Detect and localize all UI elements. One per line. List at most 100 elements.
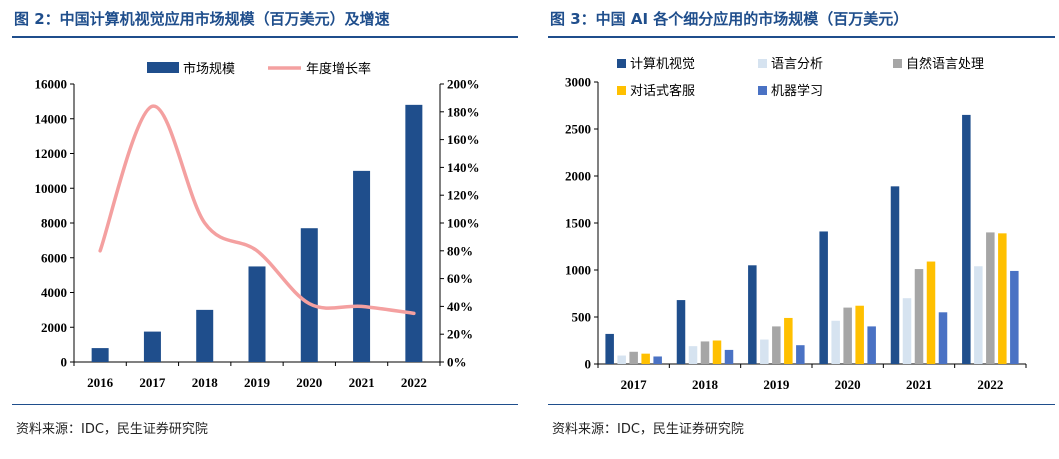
x-tick-label: 2019 xyxy=(763,377,790,392)
y-tick-label-right: 100% xyxy=(447,216,480,231)
x-tick-label: 2022 xyxy=(977,377,1003,392)
y-tick-label-right: 200% xyxy=(447,77,480,92)
bar-conversational-service xyxy=(641,353,650,364)
chart-left: 0 2000 4000 6000 8000 10000 12000 14000 16000 0% 2… xyxy=(35,61,480,390)
footer-rule xyxy=(12,404,518,405)
bar-computer-vision xyxy=(605,333,614,364)
legend-label: 自然语言处理 xyxy=(906,56,984,72)
bar-speech-analysis xyxy=(617,355,626,364)
bar-machine-learning xyxy=(724,349,734,364)
y-tick-label-right: 180% xyxy=(447,104,480,119)
x-tick-label: 2018 xyxy=(692,377,719,392)
bar-nlp xyxy=(772,326,781,364)
y-tick-label-left: 10000 xyxy=(35,181,68,196)
legend-swatch xyxy=(758,59,767,68)
bar-market-size xyxy=(143,331,161,362)
x-tick-label: 2020 xyxy=(835,377,861,392)
legend-label: 计算机视觉 xyxy=(630,57,695,72)
bar-nlp xyxy=(986,232,995,364)
chart-right: 0 500 1000 1500 2000 2500 3000 2017 2018 2019 2020… xyxy=(565,56,1027,392)
x-tick-label: 2018 xyxy=(192,375,219,390)
bar-speech-analysis xyxy=(974,266,983,364)
bar-conversational-service xyxy=(784,317,793,364)
y-tick-label: 1500 xyxy=(565,216,591,231)
bar-machine-learning xyxy=(867,326,876,364)
legend-label: 机器学习 xyxy=(771,83,823,99)
figure-panel-right: 图 3：中国 AI 各个细分应用的市场规模（百万美元） 0 500 1000 1500… xyxy=(536,0,1059,459)
bar-computer-vision xyxy=(890,186,900,364)
y-tick-label-right: 160% xyxy=(447,132,480,147)
source-note: 资料来源：IDC，民生证券研究院 xyxy=(16,422,208,437)
bar-computer-vision xyxy=(819,231,828,364)
bar-market-size xyxy=(248,266,266,362)
y-tick-label: 2500 xyxy=(565,122,591,137)
x-tick-label: 2021 xyxy=(906,377,932,392)
bar-market-size xyxy=(353,170,371,362)
bar-speech-analysis xyxy=(902,298,912,364)
bar-market-size xyxy=(196,309,214,362)
bar-machine-learning xyxy=(1010,270,1019,364)
legend-swatch xyxy=(893,59,902,68)
y-tick-label-right: 120% xyxy=(447,188,480,203)
y-tick-label-right: 140% xyxy=(447,160,480,175)
y-tick-label-right: 20% xyxy=(447,327,473,342)
y-tick-label: 2000 xyxy=(565,169,591,184)
legend-swatch xyxy=(617,59,626,68)
y-tick-label-left: 2000 xyxy=(41,320,67,335)
bar-computer-vision xyxy=(962,114,971,365)
bar-machine-learning xyxy=(938,312,948,364)
y-tick-label-right: 0% xyxy=(447,355,467,370)
bar-nlp xyxy=(700,341,710,364)
y-tick-label: 3000 xyxy=(565,75,591,90)
legend-label: 对话式客服 xyxy=(630,83,695,99)
y-tick-label: 1000 xyxy=(565,263,591,278)
bar-conversational-service xyxy=(926,261,936,364)
bar-speech-analysis xyxy=(831,320,840,364)
y-tick-label-left: 12000 xyxy=(35,146,68,161)
bar-nlp xyxy=(914,269,924,364)
y-tick-label-left: 0 xyxy=(61,355,68,370)
figure-title: 图 2：中国计算机视觉应用市场规模（百万美元）及增速 xyxy=(14,10,390,28)
legend-swatch xyxy=(617,86,626,95)
line-growth-rate xyxy=(98,104,416,316)
x-tick-label: 2017 xyxy=(139,375,166,390)
bar-conversational-service xyxy=(998,233,1007,364)
bar-speech-analysis xyxy=(688,346,698,364)
bar-nlp xyxy=(843,307,852,364)
bar-machine-learning xyxy=(796,345,805,364)
legend-label-market-size: 市场规模 xyxy=(183,61,235,77)
y-tick-label-left: 14000 xyxy=(35,111,68,126)
y-tick-label-left: 16000 xyxy=(35,77,68,92)
source-note: 资料来源：IDC，民生证券研究院 xyxy=(552,422,744,437)
y-tick-label-left: 4000 xyxy=(41,285,67,300)
title-rule xyxy=(12,36,518,38)
y-tick-label: 0 xyxy=(585,357,592,372)
bar-market-size xyxy=(405,104,423,362)
y-tick-label-right: 40% xyxy=(447,299,473,314)
figure-panel-left: 图 2：中国计算机视觉应用市场规模（百万美元）及增速 0 2000 4000 6000… xyxy=(0,0,522,459)
bar-computer-vision xyxy=(748,265,757,364)
legend-swatch-market-size xyxy=(147,62,179,73)
legend-swatch xyxy=(758,86,767,95)
figure-title: 图 3：中国 AI 各个细分应用的市场规模（百万美元） xyxy=(550,10,909,28)
x-tick-label: 2022 xyxy=(401,375,427,390)
footer-rule xyxy=(548,404,1055,405)
title-rule xyxy=(548,36,1055,38)
bar-nlp xyxy=(629,351,638,364)
bar-speech-analysis xyxy=(760,339,769,364)
x-tick-label: 2019 xyxy=(244,375,271,390)
y-tick-label-left: 6000 xyxy=(41,250,67,265)
x-tick-label: 2021 xyxy=(349,375,375,390)
bar-market-size xyxy=(91,348,109,362)
legend-label-growth-rate: 年度增长率 xyxy=(306,61,371,77)
bar-market-size xyxy=(300,228,318,362)
x-tick-label: 2017 xyxy=(621,377,648,392)
bar-computer-vision xyxy=(676,300,686,364)
y-tick-label-right: 60% xyxy=(447,271,473,286)
y-tick-label-right: 80% xyxy=(447,243,473,258)
bar-machine-learning xyxy=(653,356,662,364)
y-tick-label-left: 8000 xyxy=(41,216,67,231)
bar-conversational-service xyxy=(712,340,722,364)
x-tick-label: 2020 xyxy=(296,375,322,390)
x-tick-label: 2016 xyxy=(87,375,114,390)
